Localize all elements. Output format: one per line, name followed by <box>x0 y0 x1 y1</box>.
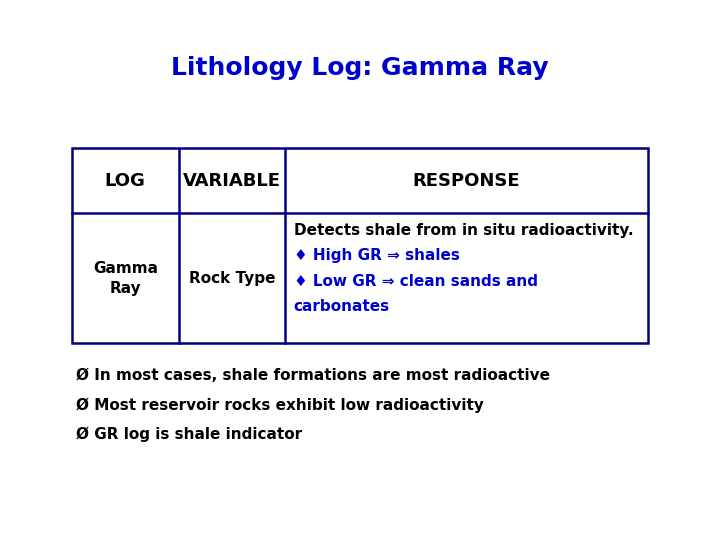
Bar <box>72 148 648 343</box>
Text: Lithology Log: Gamma Ray: Lithology Log: Gamma Ray <box>171 56 549 79</box>
Text: Ø GR log is shale indicator: Ø GR log is shale indicator <box>76 427 302 442</box>
Text: ♦ High GR ⇒ shales: ♦ High GR ⇒ shales <box>294 248 459 264</box>
Text: LOG: LOG <box>105 172 145 190</box>
Text: Detects shale from in situ radioactivity.: Detects shale from in situ radioactivity… <box>294 223 634 238</box>
Text: Ø Most reservoir rocks exhibit low radioactivity: Ø Most reservoir rocks exhibit low radio… <box>76 397 483 413</box>
Text: Ø In most cases, shale formations are most radioactive: Ø In most cases, shale formations are mo… <box>76 368 549 383</box>
Text: carbonates: carbonates <box>294 299 390 314</box>
Text: RESPONSE: RESPONSE <box>413 172 521 190</box>
Text: Gamma
Ray: Gamma Ray <box>93 261 158 295</box>
Text: ♦ Low GR ⇒ clean sands and: ♦ Low GR ⇒ clean sands and <box>294 274 538 289</box>
Text: Rock Type: Rock Type <box>189 271 275 286</box>
Text: VARIABLE: VARIABLE <box>183 172 281 190</box>
